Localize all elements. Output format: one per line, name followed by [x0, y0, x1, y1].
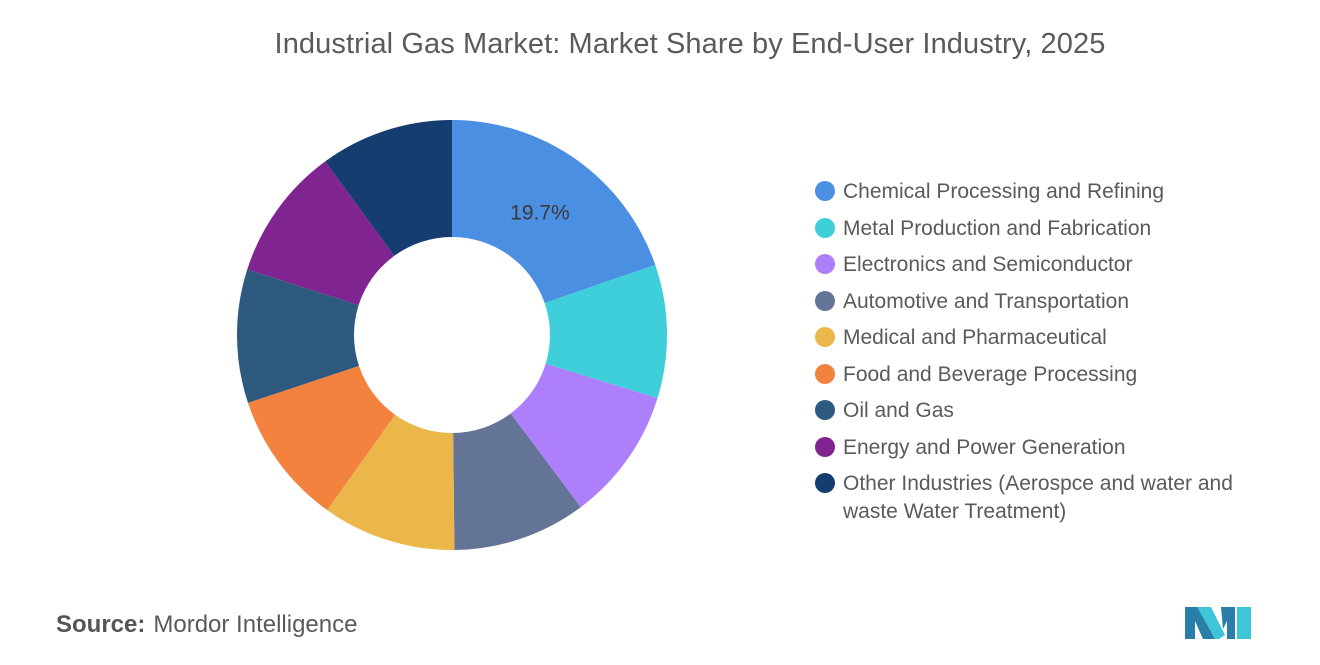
donut-slice-7	[236, 269, 360, 403]
legend-item: Medical and Pharmaceutical	[815, 324, 1285, 352]
legend-label: Chemical Processing and Refining	[843, 180, 1164, 203]
chart-title: Industrial Gas Market: Market Share by E…	[274, 28, 1106, 60]
legend-swatch	[815, 254, 835, 274]
source-value: Mordor Intelligence	[153, 611, 358, 638]
legend-label: Oil and Gas	[843, 399, 954, 422]
donut-slice-1	[452, 120, 656, 304]
donut-slice-4	[453, 413, 581, 550]
legend-label: Food and Beverage Processing	[843, 362, 1138, 386]
legend-swatch	[815, 473, 835, 493]
donut-slice-5	[327, 414, 455, 550]
legend-item: Electronics and Semiconductor	[815, 251, 1285, 279]
legend-label: Medical and Pharmaceutical	[843, 326, 1107, 349]
legend-swatch	[815, 436, 835, 457]
legend-swatch	[815, 363, 835, 384]
legend-item: Automotive and Transportation	[815, 288, 1285, 316]
legend-swatch	[815, 290, 835, 311]
donut-slice-3	[510, 363, 658, 508]
chart-legend: Chemical Processing and Refining Metal Pr…	[815, 178, 1285, 535]
legend-label: Other Industries (Aerospce and water and…	[843, 472, 1233, 523]
source-note: Source: Mordor Intelligence	[56, 611, 357, 639]
legend-item: Oil and Gas	[815, 397, 1285, 425]
legend-label: Energy and Power Generation	[843, 435, 1126, 459]
donut-slices	[236, 120, 667, 550]
legend-item: Chemical Processing and Refining	[815, 178, 1285, 206]
slice-data-label: 19.7%	[510, 202, 570, 225]
legend-label: Automotive and Transportation	[843, 289, 1130, 313]
donut-slice-6	[247, 365, 396, 511]
legend-swatch	[815, 400, 835, 420]
legend-swatch	[815, 327, 835, 347]
source-label: Source:	[56, 611, 146, 638]
mordor-intelligence-logo	[1185, 607, 1251, 639]
legend-item: Food and Beverage Processing	[815, 361, 1285, 389]
legend-item: Energy and Power Generation	[815, 434, 1285, 462]
legend-item: Other Industries (Aerospce and water and…	[815, 470, 1285, 526]
donut-slice-8	[247, 161, 395, 306]
legend-label: Electronics and Semiconductor	[843, 253, 1133, 276]
legend-label: Metal Production and Fabrication	[843, 216, 1152, 240]
donut-slice-2	[544, 264, 667, 399]
legend-swatch	[815, 217, 835, 238]
legend-swatch	[815, 181, 835, 201]
donut-slice-labels: 19.7%	[510, 202, 570, 225]
legend-item: Metal Production and Fabrication	[815, 215, 1285, 243]
donut-slice-9	[325, 120, 452, 256]
